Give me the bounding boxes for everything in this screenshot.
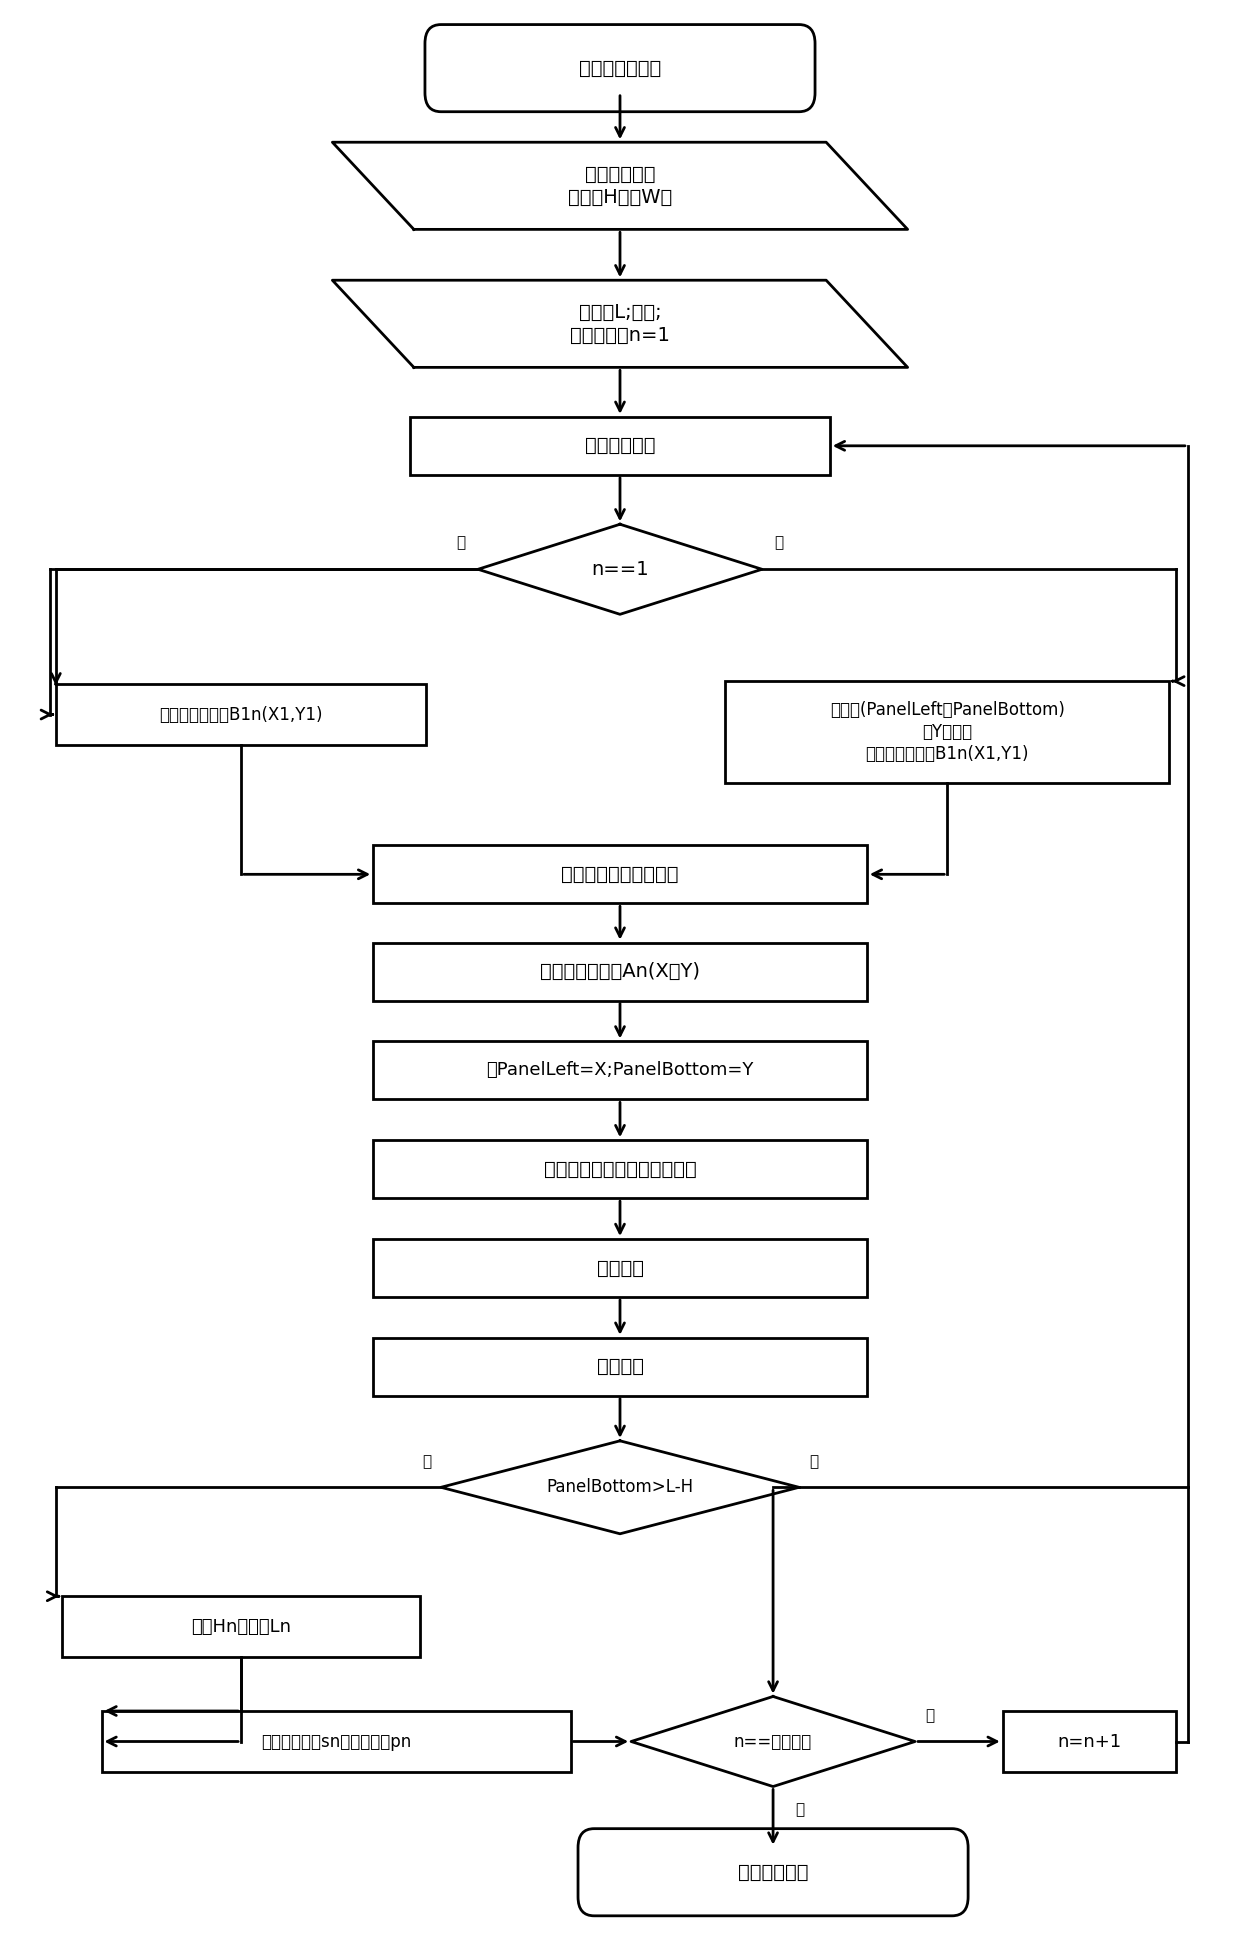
Text: 否: 否	[925, 1708, 934, 1724]
FancyBboxPatch shape	[578, 1829, 968, 1915]
Text: n=n+1: n=n+1	[1056, 1733, 1121, 1751]
Text: 令PanelLeft=X;PanelBottom=Y: 令PanelLeft=X;PanelBottom=Y	[486, 1062, 754, 1079]
Text: 停止曝光生产: 停止曝光生产	[738, 1862, 808, 1882]
Bar	[1003, 1712, 1176, 1772]
Bar	[373, 845, 867, 904]
Bar	[373, 1337, 867, 1396]
Bar	[373, 1240, 867, 1296]
Text: 对准图层: 对准图层	[596, 1259, 644, 1277]
Polygon shape	[441, 1441, 799, 1534]
Text: 相机从(PanelLeft，PanelBottom)
沿Y轴移动
提取左上角靶标B1n(X1,Y1): 相机从(PanelLeft，PanelBottom) 沿Y轴移动 提取左上角靶标…	[830, 701, 1065, 763]
Polygon shape	[332, 281, 908, 367]
Text: 是: 是	[456, 535, 466, 550]
Text: 曝光数据包含
图层长H，宽W等: 曝光数据包含 图层长H，宽W等	[568, 164, 672, 207]
Text: 产生进片误差sn；间隔误差pn: 产生进片误差sn；间隔误差pn	[260, 1733, 412, 1751]
Text: 是: 是	[808, 1454, 818, 1468]
Bar	[62, 1597, 420, 1657]
FancyBboxPatch shape	[425, 25, 815, 111]
Text: PanelBottom>L-H: PanelBottom>L-H	[547, 1478, 693, 1497]
Text: 搜索左上角靶标B1n(X1,Y1): 搜索左上角靶标B1n(X1,Y1)	[159, 705, 322, 724]
Text: 台面高L;进片;
记曝光次数n=1: 台面高L;进片; 记曝光次数n=1	[570, 303, 670, 346]
Text: n==最后一片: n==最后一片	[734, 1733, 812, 1751]
Bar	[373, 1040, 867, 1099]
Text: 片对卷生产开始: 片对卷生产开始	[579, 59, 661, 78]
Text: 曝光图层: 曝光图层	[596, 1357, 644, 1376]
Polygon shape	[332, 142, 908, 230]
Text: 否: 否	[774, 535, 784, 550]
Polygon shape	[631, 1696, 915, 1786]
Text: 保存左下角靶标An(X，Y): 保存左下角靶标An(X，Y)	[539, 962, 701, 982]
Bar	[373, 1140, 867, 1199]
Text: 获取对准参数: 获取对准参数	[585, 437, 655, 455]
Text: n==1: n==1	[591, 560, 649, 580]
Bar	[373, 943, 867, 1001]
Text: 移动相机到估算位置提取靶标: 移动相机到估算位置提取靶标	[543, 1159, 697, 1179]
Bar	[102, 1712, 570, 1772]
Text: 反推估算其他靶标位置: 反推估算其他靶标位置	[562, 865, 678, 884]
Bar	[56, 683, 427, 746]
Text: 是: 是	[795, 1802, 805, 1817]
Text: 否: 否	[422, 1454, 432, 1468]
Bar	[725, 681, 1169, 783]
Text: 收片Hn；进片Ln: 收片Hn；进片Ln	[191, 1618, 291, 1636]
Bar	[410, 418, 830, 474]
Polygon shape	[479, 525, 761, 615]
